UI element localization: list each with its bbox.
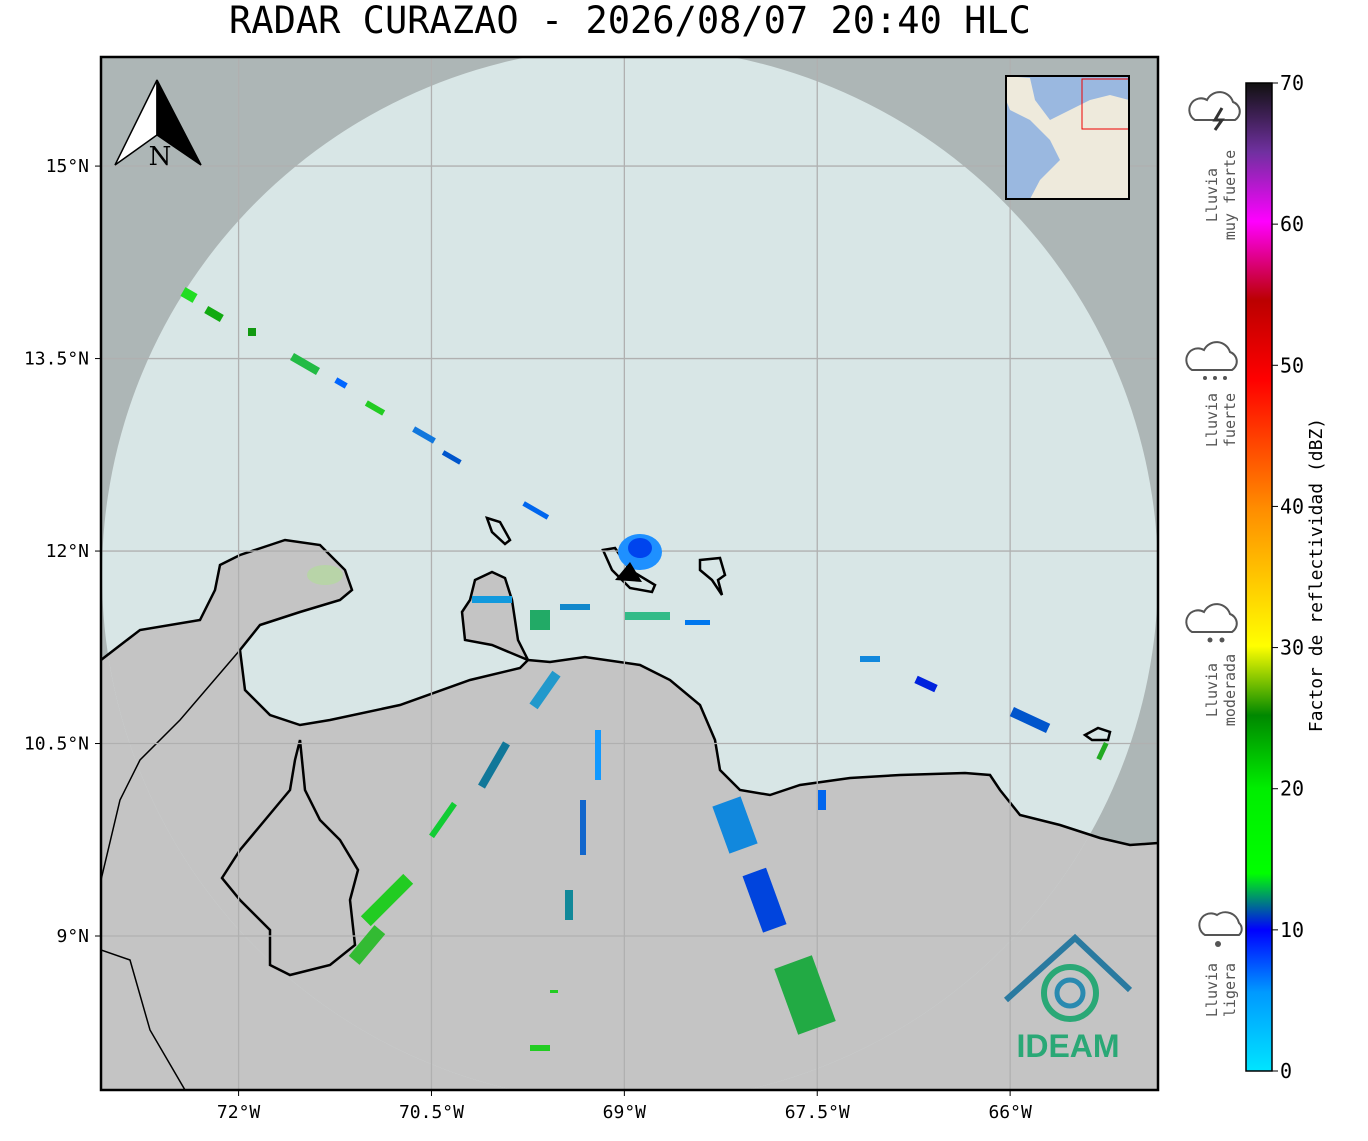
ideam-logo: IDEAM <box>1003 933 1133 1064</box>
echo <box>580 800 586 855</box>
echo <box>348 925 386 965</box>
colorbar-tick-label: 30 <box>1280 636 1304 660</box>
rain-label: Lluvia <box>1203 393 1221 447</box>
echo <box>685 620 710 625</box>
y-tick-label: 15°N <box>46 156 89 177</box>
rain-label: Lluvia <box>1203 963 1221 1017</box>
echo <box>530 1045 550 1051</box>
echo <box>628 538 652 558</box>
y-tick-label: 9°N <box>56 926 89 947</box>
echo <box>478 741 510 789</box>
logo-text: IDEAM <box>1016 1028 1119 1064</box>
echo <box>360 873 414 927</box>
radar-site <box>615 562 642 582</box>
echo <box>334 377 348 389</box>
echo <box>290 353 320 375</box>
y-tick-label: 10.5°N <box>24 734 89 755</box>
echo <box>248 328 256 336</box>
island-orchila <box>1082 726 1112 742</box>
island-aruba <box>484 516 512 546</box>
echo <box>625 612 670 620</box>
radar-echoes <box>180 287 1109 1051</box>
echo <box>1009 707 1051 733</box>
echo <box>860 656 880 662</box>
y-tick-label: 13.5°N <box>24 349 89 370</box>
echo <box>818 790 826 810</box>
colorbar-tick-label: 10 <box>1280 918 1304 942</box>
echo <box>712 796 758 854</box>
north-label: N <box>149 142 172 172</box>
inset-map <box>1005 75 1130 200</box>
map-frame <box>99 55 1160 1092</box>
island-bonaire <box>698 556 727 596</box>
rain-label: Lluvia <box>1203 168 1221 222</box>
x-tick-label: 69°W <box>603 1102 647 1123</box>
echo <box>560 604 590 610</box>
rain-label: muy fuerte <box>1221 150 1239 240</box>
echo <box>742 867 787 933</box>
rain-label: Lluvia <box>1203 663 1221 717</box>
y-tick-label: 12°N <box>46 541 89 562</box>
rain-label: moderada <box>1221 654 1239 726</box>
colorbar <box>1245 82 1273 1072</box>
x-tick-label: 70.5°W <box>399 1102 464 1123</box>
echo <box>364 400 386 416</box>
colorbar-tick-label: 50 <box>1280 353 1304 377</box>
colorbar-tick-label: 0 <box>1280 1059 1292 1083</box>
echo <box>204 306 224 322</box>
vegetation <box>307 565 343 585</box>
echo <box>529 670 561 710</box>
echo <box>595 730 601 780</box>
rain-icons <box>1185 91 1243 947</box>
echo <box>550 990 558 993</box>
echo <box>441 450 462 465</box>
echo <box>472 596 512 603</box>
rain-label: fuerte <box>1221 393 1239 447</box>
rain-label: ligera <box>1221 963 1239 1017</box>
echo <box>914 675 938 693</box>
echo <box>1096 741 1109 761</box>
border <box>101 649 241 1090</box>
echo <box>530 610 550 630</box>
echo <box>774 955 836 1035</box>
coastline <box>101 538 1158 847</box>
colorbar-ticks: 0 10 20 30 40 50 60 70 <box>1272 71 1304 1083</box>
colorbar-tick-label: 70 <box>1280 71 1304 95</box>
colorbar-tick-label: 20 <box>1280 777 1304 801</box>
colorbar-tick-label: 40 <box>1280 494 1304 518</box>
x-tick-label: 72°W <box>217 1102 261 1123</box>
title: RADAR CURAZAO - 2026/08/07 20:40 HLC <box>229 0 1031 42</box>
echo <box>522 501 550 520</box>
x-tick-label: 67.5°W <box>785 1102 850 1123</box>
echo <box>180 287 198 303</box>
north-arrow: N <box>114 79 202 172</box>
colorbar-label: Factor de reflectividad (dBZ) <box>1306 418 1327 732</box>
lake-maracaibo <box>220 739 360 977</box>
x-tick-label: 66°W <box>988 1102 1032 1123</box>
echo <box>412 426 436 444</box>
echo <box>429 801 457 839</box>
colorbar-tick-label: 60 <box>1280 212 1304 236</box>
echo <box>565 890 573 920</box>
